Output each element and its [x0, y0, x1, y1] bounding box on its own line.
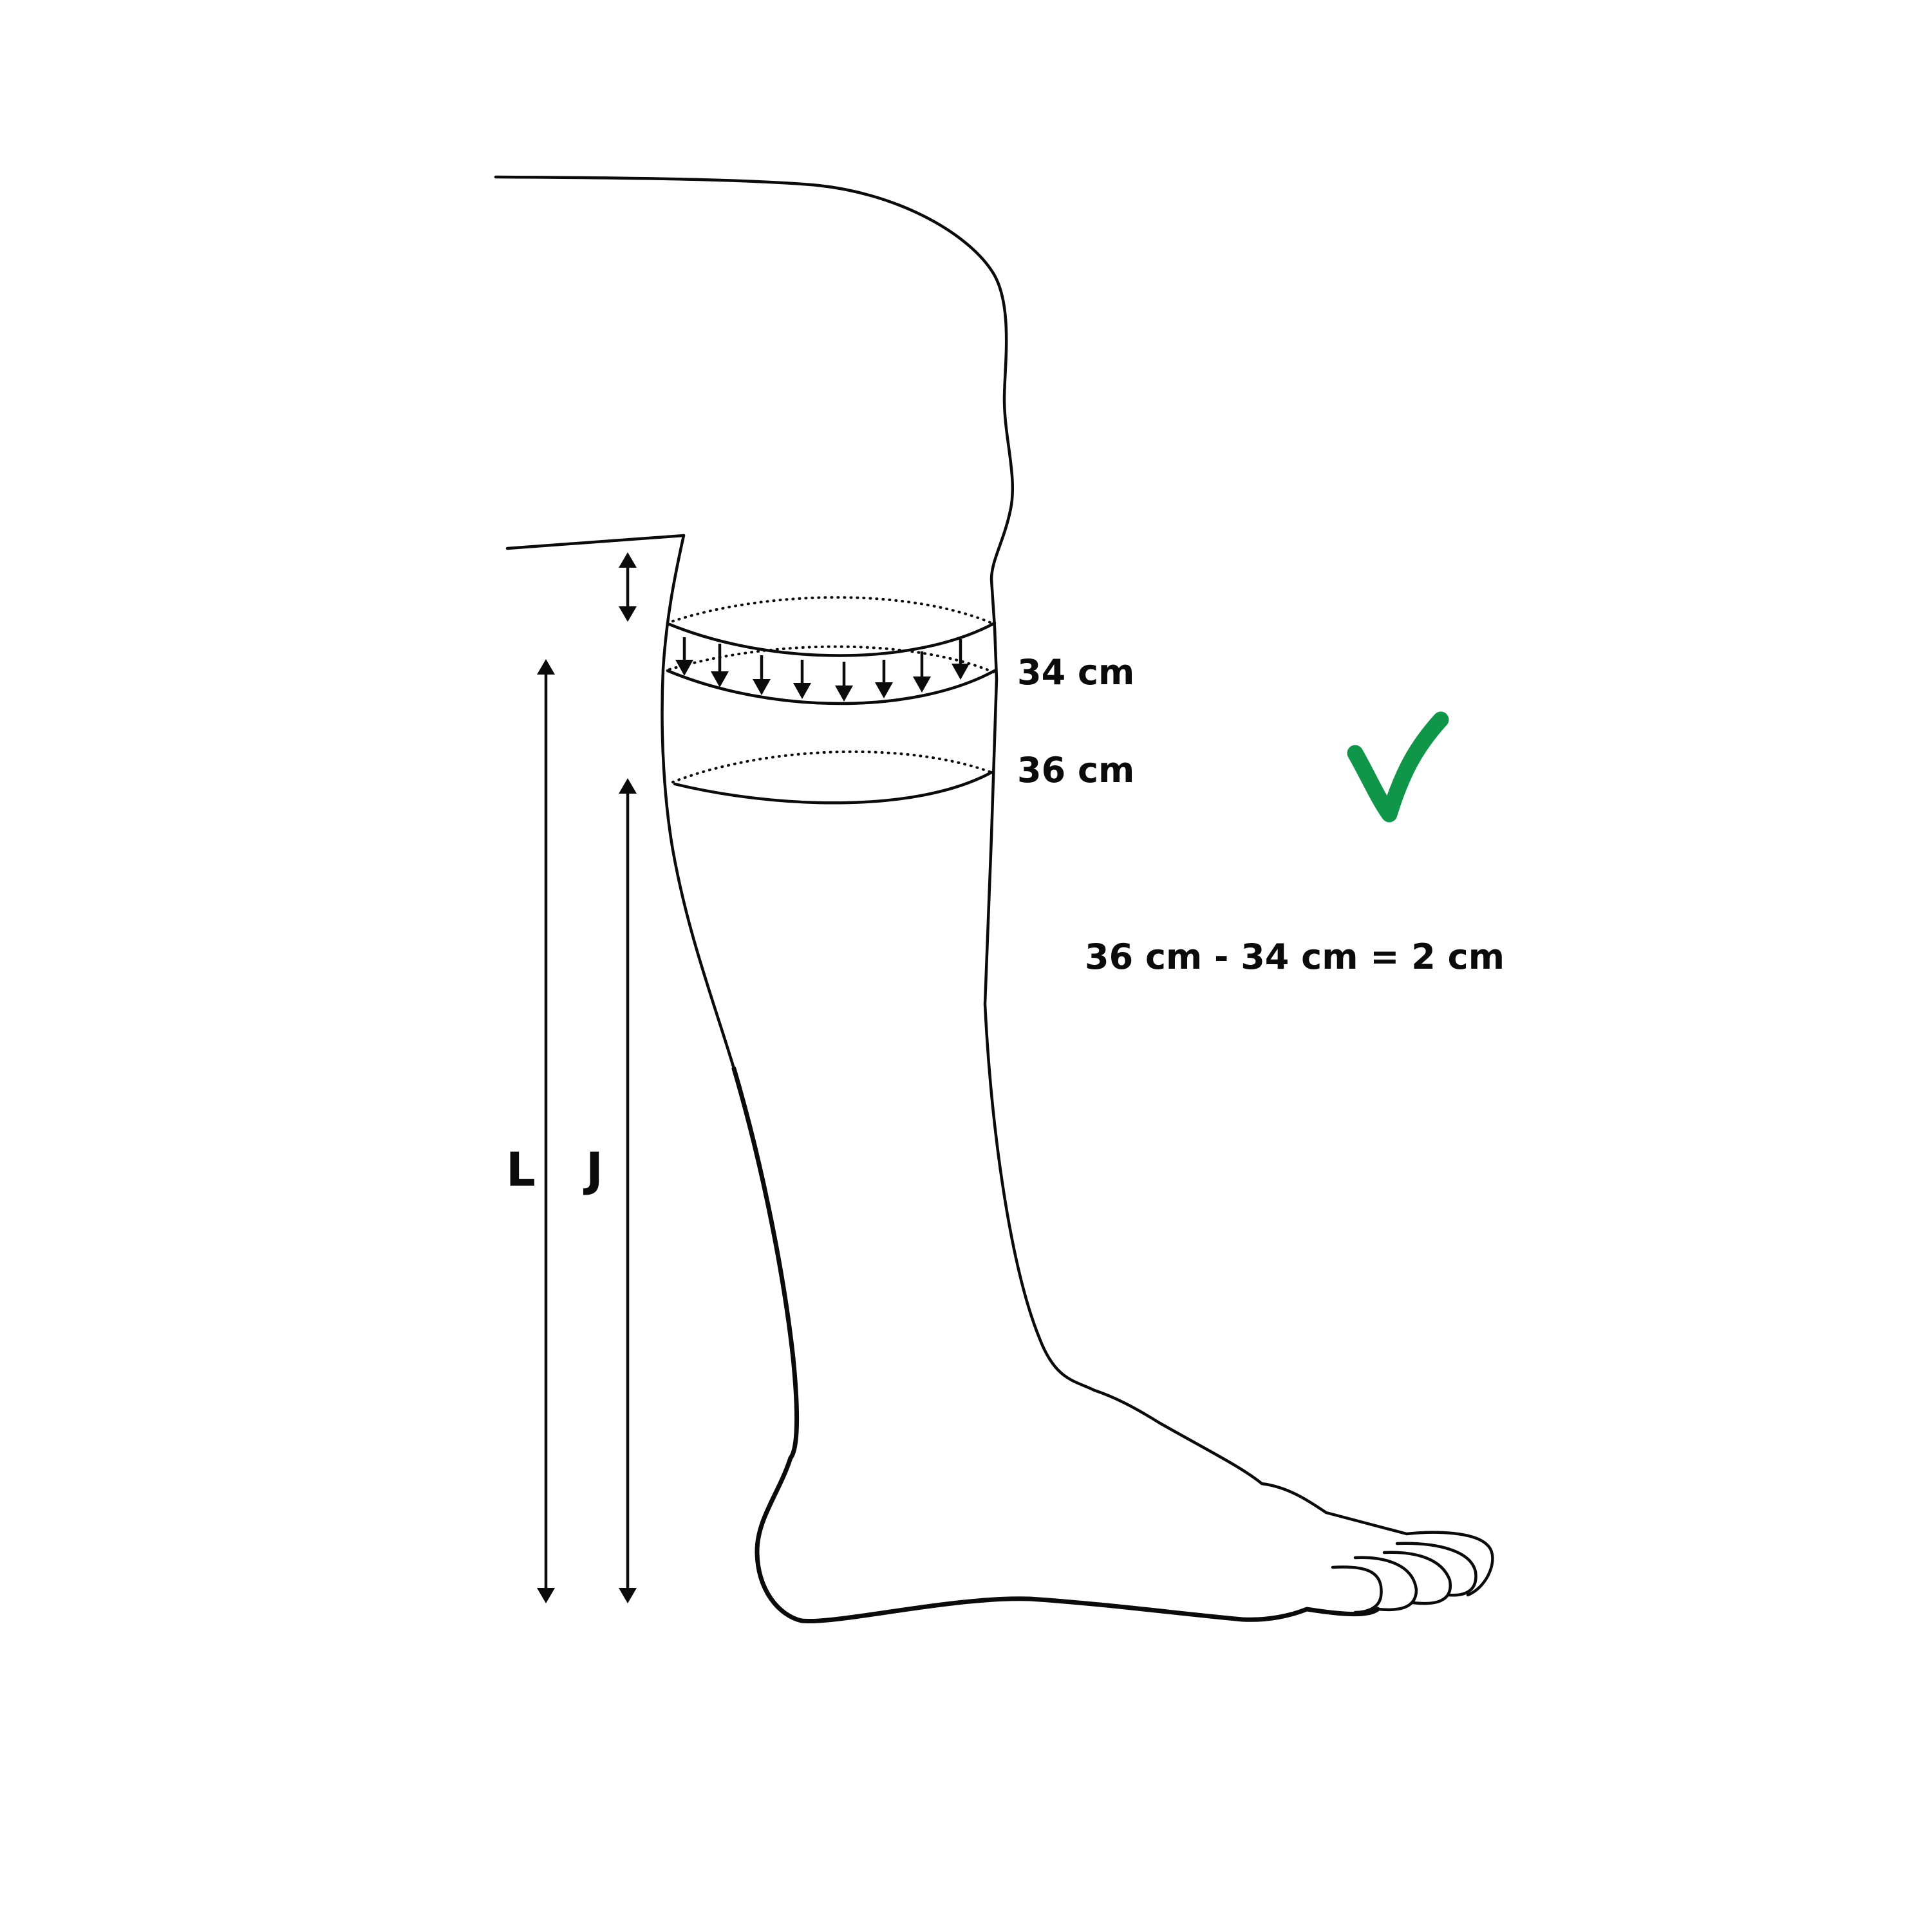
upper-band-label: 34 cm	[1017, 652, 1134, 693]
length-j-label: J	[583, 1143, 603, 1197]
length-l-arrow	[537, 659, 555, 1603]
top-band-back	[671, 596, 996, 626]
down-arrow-icon	[952, 639, 970, 680]
slide-down-arrows	[675, 637, 970, 702]
down-arrow-icon	[875, 660, 893, 698]
toe-4	[1395, 1542, 1477, 1597]
toe-1	[1331, 1565, 1383, 1614]
middle-band-back	[668, 645, 996, 674]
lower-band-front	[673, 770, 993, 805]
down-arrow-icon	[675, 637, 693, 676]
length-j-arrow	[619, 778, 637, 1603]
toe-big	[1405, 1531, 1494, 1597]
leg-outline	[494, 175, 1494, 1624]
down-arrow-icon	[711, 644, 729, 687]
check-icon	[1347, 711, 1449, 823]
back-thigh-line	[505, 534, 686, 550]
down-arrow-icon	[913, 651, 931, 693]
down-arrow-icon	[835, 662, 853, 702]
top-band-front	[668, 621, 997, 657]
down-arrow-icon	[753, 655, 771, 695]
measurement-bands	[666, 596, 997, 805]
difference-equation: 36 cm - 34 cm = 2 cm	[1085, 937, 1505, 977]
front-leg-line	[494, 175, 1409, 1536]
length-l-label: L	[506, 1143, 536, 1197]
calf-back-lower	[731, 1066, 1380, 1624]
middle-band-front	[666, 669, 997, 705]
toe-2	[1353, 1556, 1418, 1612]
down-arrow-icon	[793, 660, 811, 699]
lower-band-back	[671, 750, 993, 783]
toe-3	[1382, 1551, 1452, 1605]
lower-band-label: 36 cm	[1017, 750, 1134, 790]
gap-arrow	[619, 552, 637, 622]
